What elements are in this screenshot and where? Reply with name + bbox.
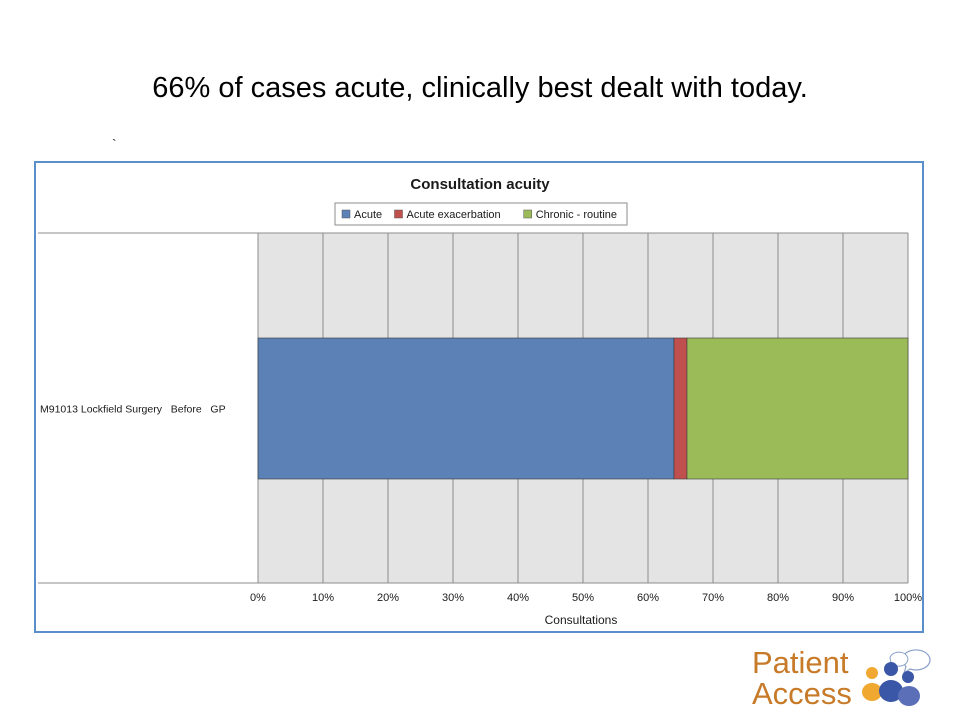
bar-segment-chronic-routine — [686, 337, 909, 480]
logo-text-line1: Patient — [752, 645, 849, 680]
x-tick-label-8: 80% — [767, 592, 789, 604]
x-tick-label-0: 0% — [250, 592, 266, 604]
x-tick-label-1: 10% — [312, 592, 334, 604]
x-tick-label-3: 30% — [442, 592, 464, 604]
x-tick-label-5: 50% — [572, 592, 594, 604]
stacked-bar-chart: Consultation acuity Acute Acute exacerbat… — [38, 176, 922, 627]
category-label-0: M91013 Lockfield Surgery Before GP — [40, 404, 226, 416]
person-blue-body — [879, 680, 903, 702]
slide-title: 66% of cases acute, clinically best deal… — [152, 72, 808, 104]
bar-marks: M91013 Lockfield Surgery Before GP — [40, 337, 909, 480]
logo-text-line2: Access — [752, 676, 852, 711]
x-axis-label: Consultations — [545, 613, 618, 627]
legend-swatch-0 — [341, 209, 351, 219]
person-blue-head — [884, 662, 898, 676]
patient-access-logo: Patient Access — [752, 644, 952, 714]
legend-label-1: Acute exacerbation — [407, 209, 501, 221]
legend-label-2: Chronic - routine — [536, 209, 617, 221]
bar-segment-acute — [257, 337, 675, 480]
x-tick-label-2: 20% — [377, 592, 399, 604]
person-blue2-head — [902, 671, 914, 683]
legend-label-0: Acute — [354, 209, 382, 221]
x-tick-label-4: 40% — [507, 592, 529, 604]
person-blue2-body — [898, 686, 920, 706]
legend-swatch-1 — [394, 209, 403, 219]
bar-segment-acute-exacerbation — [673, 337, 688, 480]
stray-mark: ` — [112, 136, 117, 152]
legend-box — [334, 202, 628, 226]
chart-title: Consultation acuity — [410, 176, 550, 193]
person-orange-body — [862, 683, 882, 701]
x-axis: 0% 10% 20% 30% 40% 50% 60% 70% 80% 90% 100% — [250, 592, 922, 604]
speech-bubble-large — [901, 649, 931, 675]
legend-swatch-2 — [523, 209, 532, 219]
people-chat-icon — [862, 649, 931, 706]
x-tick-label-6: 60% — [637, 592, 659, 604]
chart-frame: Consultation acuity Acute Acute exacerbat… — [34, 161, 924, 633]
chart-legend: Acute Acute exacerbation Chronic - routine — [334, 202, 628, 226]
x-tick-label-10: 100% — [894, 592, 922, 604]
x-tick-label-7: 70% — [702, 592, 724, 604]
person-orange-head — [866, 667, 878, 679]
x-tick-label-9: 90% — [832, 592, 854, 604]
